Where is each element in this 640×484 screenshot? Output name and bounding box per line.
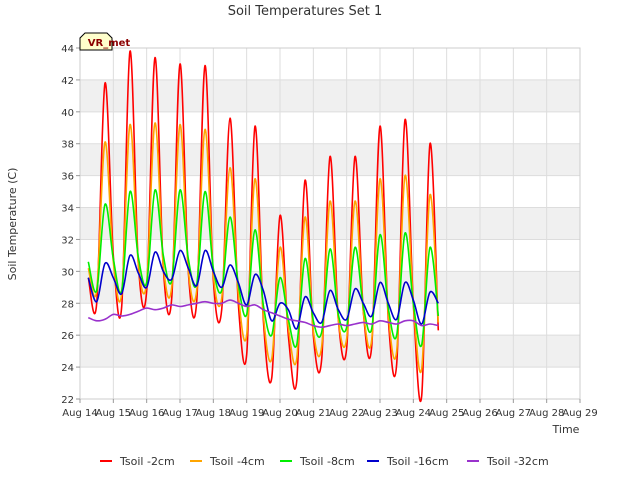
plot-band <box>80 207 580 240</box>
annotation-text: VR_met <box>88 38 131 49</box>
y-tick-label: 36 <box>61 172 74 183</box>
y-tick-label: 44 <box>61 44 74 55</box>
plot-background-bands <box>80 79 580 368</box>
legend-label-tsoil-16cm: Tsoil -16cm <box>386 455 449 468</box>
y-tick-label: 30 <box>61 267 74 278</box>
y-axis-label: Soil Temperature (C) <box>6 168 19 281</box>
x-tick-label: Aug 15 <box>96 408 131 419</box>
x-tick-label: Aug 26 <box>462 408 497 419</box>
series-line-tsoil-16cm <box>87 249 439 330</box>
annotation-badge: VR_met <box>79 32 131 51</box>
legend-label-tsoil-4cm: Tsoil -4cm <box>209 455 265 468</box>
legend-label-tsoil-2cm: Tsoil -2cm <box>119 455 175 468</box>
chart-title: Soil Temperatures Set 1 <box>228 4 383 19</box>
x-tick-label: Aug 24 <box>396 408 431 419</box>
y-tick-label: 26 <box>61 331 74 342</box>
plot-band <box>80 79 580 112</box>
y-tick-label: 38 <box>61 140 74 151</box>
x-tick-label: Aug 29 <box>562 408 597 419</box>
x-tick-label: Aug 27 <box>496 408 531 419</box>
plot-area-border <box>79 47 581 400</box>
legend: Tsoil -2cm Tsoil -4cm Tsoil -8cm Tsoil -16c… <box>100 455 549 468</box>
y-tick-label: 22 <box>61 395 74 406</box>
x-tick-label: Aug 23 <box>362 408 397 419</box>
series-line-tsoil-8cm <box>87 189 440 348</box>
y-tick-label: 24 <box>61 363 74 374</box>
y-tick-label: 40 <box>61 108 74 119</box>
x-tick-label: Aug 21 <box>296 408 331 419</box>
y-axis-ticks: 22 24 26 28 30 32 34 36 38 40 42 44 <box>61 44 80 406</box>
grid-lines <box>79 47 581 400</box>
x-tick-label: Aug 19 <box>229 408 264 419</box>
legend-label-tsoil-32cm: Tsoil -32cm <box>486 455 549 468</box>
x-tick-label: Aug 14 <box>62 408 97 419</box>
legend-label-tsoil-8cm: Tsoil -8cm <box>299 455 355 468</box>
plot-band <box>80 335 580 368</box>
y-tick-label: 42 <box>61 76 74 87</box>
y-tick-label: 28 <box>61 299 74 310</box>
series-lines <box>87 50 440 403</box>
plot-band <box>80 271 580 304</box>
x-tick-label: Aug 18 <box>196 408 231 419</box>
x-tick-label: Aug 20 <box>262 408 297 419</box>
x-tick-label: Aug 17 <box>162 408 197 419</box>
x-tick-label: Aug 28 <box>529 408 564 419</box>
y-tick-label: 32 <box>61 235 74 246</box>
x-tick-label: Aug 16 <box>129 408 164 419</box>
series-line-tsoil-32cm <box>87 299 439 328</box>
annotation-box <box>79 32 113 51</box>
y-tick-label: 34 <box>61 204 74 215</box>
x-tick-label: Aug 25 <box>429 408 464 419</box>
x-tick-label: Aug 22 <box>329 408 364 419</box>
x-axis-label: Time <box>552 423 580 436</box>
